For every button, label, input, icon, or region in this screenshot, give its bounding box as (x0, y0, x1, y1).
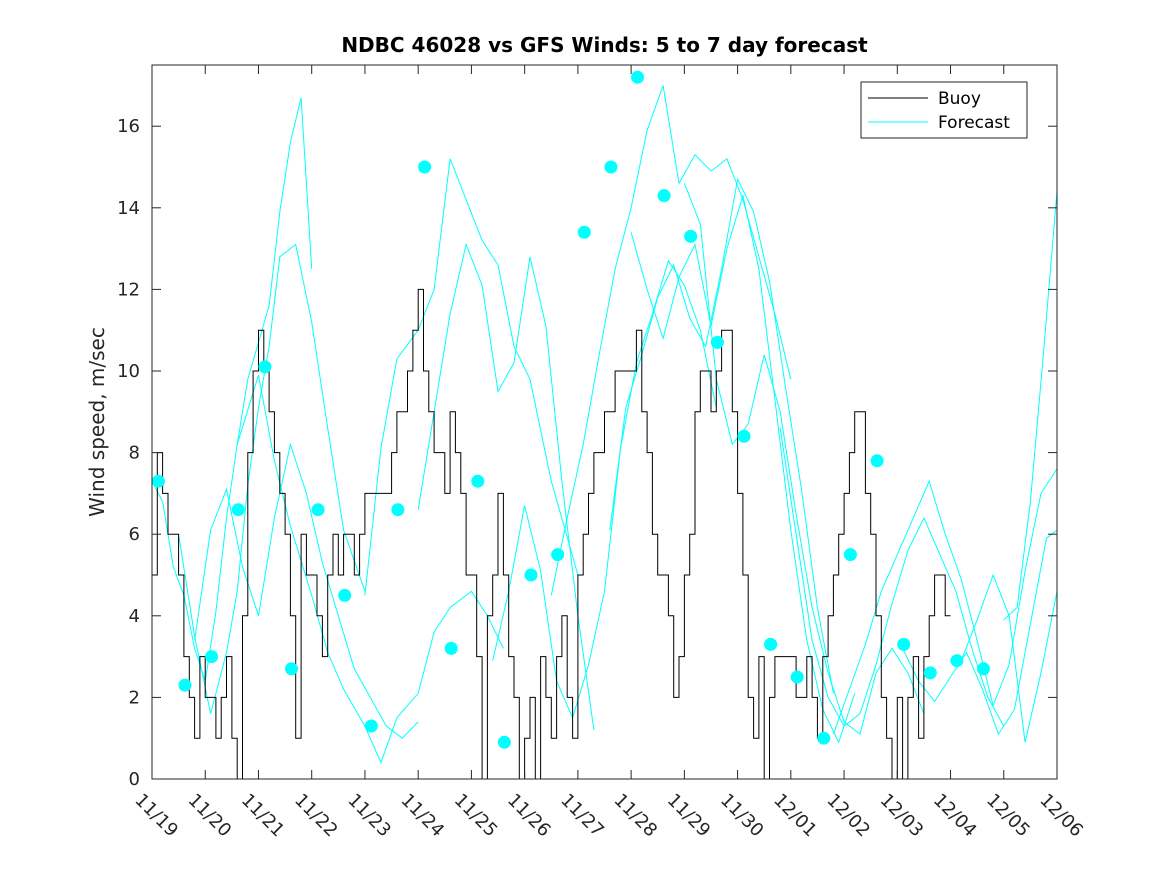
forecast-line-12 (779, 428, 1005, 727)
forecast-line-15 (960, 573, 1058, 743)
forecast-marker (338, 588, 352, 602)
forecast-marker (205, 650, 219, 664)
legend-buoy-label: Buoy (938, 89, 981, 109)
forecast-line-14 (902, 529, 1058, 736)
legend-box (860, 81, 1028, 139)
forecast-line-9 (609, 177, 834, 694)
forecast-marker (311, 503, 325, 517)
forecast-marker (418, 160, 432, 174)
forecast-marker (870, 454, 884, 468)
forecast-marker (471, 474, 485, 488)
forecast-marker (497, 735, 511, 749)
forecast-marker (631, 70, 644, 84)
forecast-marker (897, 637, 911, 651)
marker-layer (151, 70, 990, 749)
y-tick-label: 10 (117, 361, 140, 382)
forecast-marker (444, 641, 458, 655)
legend-forecast-label: Forecast (938, 113, 1010, 133)
forecast-line-2 (178, 243, 366, 714)
y-tick-label: 2 (129, 687, 140, 708)
forecast-marker (790, 670, 804, 684)
forecast-line-8 (550, 85, 792, 596)
forecast-marker (604, 160, 618, 174)
forecast-marker (843, 548, 857, 562)
forecast-line-11 (683, 183, 925, 735)
forecast-marker (710, 335, 724, 349)
forecast-line-6 (417, 242, 595, 731)
forecast-marker (577, 225, 591, 239)
y-tick-label: 12 (117, 279, 140, 300)
forecast-line-1 (151, 97, 313, 682)
plot-frame (151, 64, 1058, 780)
chart-title: NDBC 46028 vs GFS Winds: 5 to 7 day fore… (341, 33, 868, 57)
forecast-marker (950, 654, 964, 668)
forecast-marker (551, 548, 565, 562)
forecast-marker (764, 637, 778, 651)
y-tick-label: 14 (117, 198, 140, 219)
y-tick-label: 0 (129, 769, 140, 790)
y-tick-label: 4 (129, 606, 140, 627)
forecast-marker (657, 189, 671, 203)
forecast-marker (364, 719, 378, 733)
forecast-line-3 (194, 442, 419, 739)
forecast-marker (684, 229, 698, 243)
forecast-marker (923, 666, 937, 680)
forecast-marker (258, 360, 272, 374)
forecast-marker (524, 568, 538, 582)
buoy-line (152, 288, 951, 780)
forecast-line-16 (1003, 191, 1058, 621)
y-tick-label: 8 (129, 443, 140, 464)
forecast-marker (817, 731, 831, 745)
series-layer (151, 85, 1058, 780)
forecast-marker (285, 662, 298, 676)
forecast-marker (737, 429, 751, 443)
forecast-marker (151, 474, 165, 488)
y-tick-label: 16 (117, 116, 140, 137)
forecast-line-5 (364, 158, 579, 596)
forecast-line-10 (630, 193, 856, 744)
forecast-marker (977, 662, 990, 676)
forecast-marker (391, 503, 405, 517)
forecast-line-13 (832, 468, 1058, 735)
y-tick-label: 6 (129, 524, 140, 545)
forecast-marker (231, 503, 245, 517)
legend: Buoy Forecast (860, 81, 1028, 139)
y-axis-label: Wind speed, m/sec (85, 327, 109, 517)
forecast-marker (178, 678, 192, 692)
